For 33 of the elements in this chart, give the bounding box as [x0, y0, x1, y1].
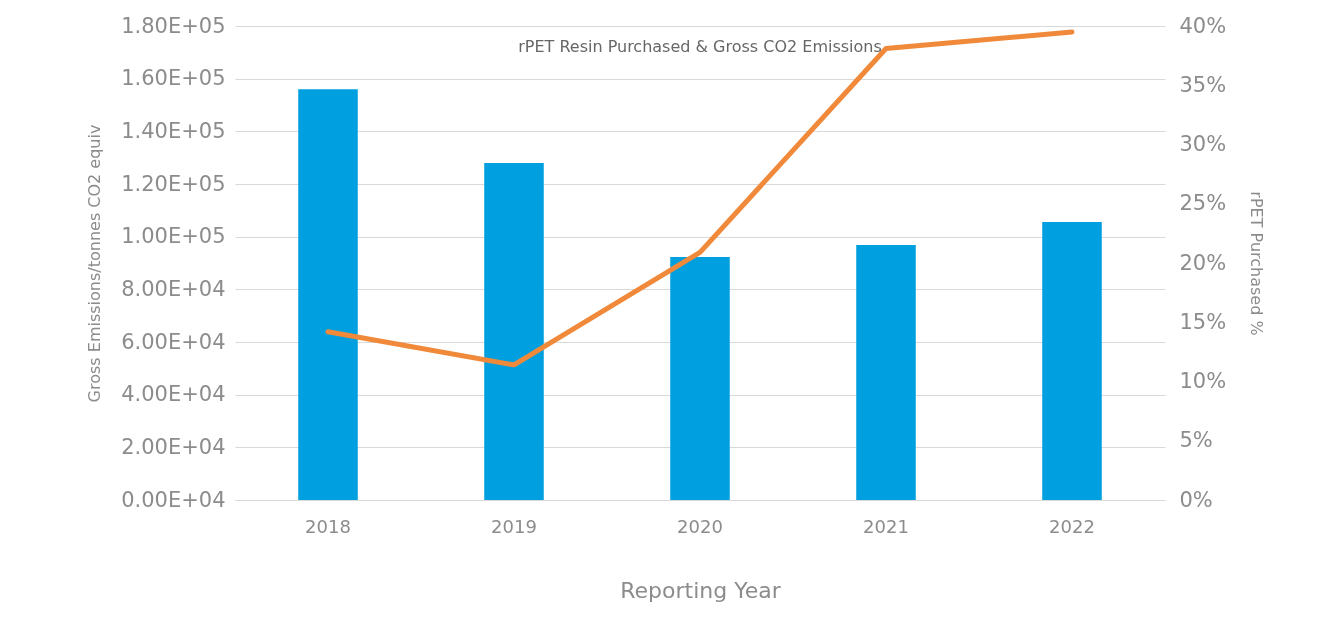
- y2-tick-label: 20%: [1179, 250, 1227, 275]
- text: rPET Resin Purchased & Gross CO2 Emissions: [518, 37, 882, 56]
- y-tick-label: 2.00E+04: [121, 434, 226, 459]
- y2-tick-label: 30%: [1179, 132, 1227, 156]
- bar: [484, 162, 544, 500]
- bar: [670, 256, 730, 500]
- x-tick-label: 2019: [491, 515, 537, 537]
- bar: [298, 89, 358, 500]
- y-axis-title: Gross Emissions/tonnes CO2 equiv: [85, 124, 105, 403]
- y-tick-label: 1.40E+05: [121, 118, 226, 143]
- y2-tick-label: 40%: [1179, 13, 1227, 38]
- y-tick-label: 8.00E+04: [121, 276, 226, 301]
- y2-tick-label: 0%: [1179, 487, 1213, 512]
- y-tick-label: 0.00E+04: [121, 487, 226, 512]
- x-tick-label: 2018: [305, 515, 351, 537]
- x-tick-label: 2021: [863, 515, 909, 537]
- y-tick-label: 1.80E+05: [121, 13, 226, 38]
- bar: [856, 245, 916, 500]
- y2-tick-label: 35%: [1179, 72, 1227, 97]
- y2-tick-label: 5%: [1179, 428, 1213, 453]
- x-tick-label: 2020: [677, 515, 723, 537]
- y2-tick-label: 10%: [1179, 369, 1227, 393]
- bar: [1042, 221, 1102, 500]
- y-tick-label: 1.00E+05: [121, 224, 226, 249]
- y2-tick-label: 25%: [1179, 191, 1227, 216]
- y-tick-label: 4.00E+04: [121, 382, 226, 407]
- x-tick-label: 2022: [1049, 515, 1095, 537]
- y-tick-label: 6.00E+04: [121, 329, 226, 354]
- x-axis-title: Reporting Year: [620, 577, 782, 603]
- y2-axis-title: rPET Purchased %: [1247, 191, 1267, 336]
- y-tick-label: 1.60E+05: [121, 66, 226, 91]
- y-tick-label: 1.20E+05: [121, 171, 226, 196]
- y2-tick-label: 15%: [1179, 309, 1227, 334]
